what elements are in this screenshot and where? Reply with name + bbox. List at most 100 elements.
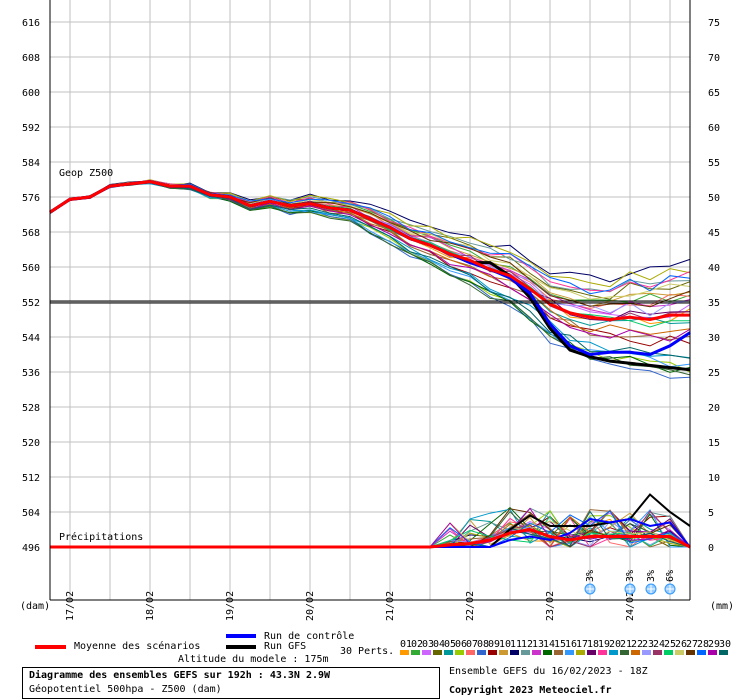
member-number: 01 xyxy=(400,639,412,650)
member-number: 13 xyxy=(532,639,544,650)
member-number: 22 xyxy=(631,639,643,650)
member-z500-line xyxy=(49,181,691,347)
member-number: 02 xyxy=(411,639,423,650)
member-z500-line xyxy=(49,181,691,341)
date-label: 19/02 xyxy=(225,591,236,621)
date-label: 22/02 xyxy=(465,591,476,621)
footer-title: Diagramme des ensembles GEFS sur 192h : … xyxy=(29,670,331,681)
right-tick-label: 50 xyxy=(708,193,720,204)
ensemble-members xyxy=(49,179,691,548)
left-tick-label: 504 xyxy=(22,508,40,519)
member-number: 24 xyxy=(653,639,665,650)
member-swatch xyxy=(587,650,596,655)
date-label: 23/02 xyxy=(545,591,556,621)
member-swatch xyxy=(411,650,420,655)
member-swatch xyxy=(466,650,475,655)
left-axis-unit: (dam) xyxy=(20,601,50,612)
member-z500-line xyxy=(49,180,691,308)
member-number: 07 xyxy=(466,639,478,650)
member-z500-line xyxy=(49,181,691,295)
member-number: 27 xyxy=(686,639,698,650)
member-number: 19 xyxy=(598,639,610,650)
member-swatch xyxy=(653,650,662,655)
precip-label: Précipitations xyxy=(59,531,143,543)
snow-percent-label: 3% xyxy=(625,570,636,582)
right-tick-label: 35 xyxy=(708,298,720,309)
left-tick-label: 512 xyxy=(22,473,40,484)
member-z500-line xyxy=(49,180,691,308)
left-tick-label: 544 xyxy=(22,333,40,344)
altitude-label: Altitude du modele : 175m xyxy=(178,654,329,665)
legend-mean-label: Moyenne des scénarios xyxy=(74,641,201,652)
member-number: 14 xyxy=(543,639,555,650)
member-swatch xyxy=(477,650,486,655)
left-tick-label: 528 xyxy=(22,403,40,414)
member-swatch xyxy=(521,650,530,655)
right-tick-label: 65 xyxy=(708,88,720,99)
member-number: 11 xyxy=(510,639,522,650)
member-number: 10 xyxy=(499,639,511,650)
snow-percent-label: 3% xyxy=(585,570,596,582)
right-tick-label: 10 xyxy=(708,473,720,484)
member-number: 17 xyxy=(576,639,588,650)
left-tick-label: 608 xyxy=(22,53,40,64)
member-swatch xyxy=(422,650,431,655)
member-swatch xyxy=(455,650,464,655)
member-swatch xyxy=(532,650,541,655)
member-number: 28 xyxy=(697,639,709,650)
date-label: 18/02 xyxy=(145,591,156,621)
member-swatch xyxy=(719,650,728,655)
member-number: 06 xyxy=(455,639,467,650)
left-tick-label: 592 xyxy=(22,123,40,134)
left-tick-label: 520 xyxy=(22,438,40,449)
member-number: 09 xyxy=(488,639,500,650)
member-number: 04 xyxy=(433,639,445,650)
member-swatch xyxy=(664,650,673,655)
member-swatch xyxy=(554,650,563,655)
member-number: 25 xyxy=(664,639,676,650)
member-number: 26 xyxy=(675,639,687,650)
right-tick-label: 5 xyxy=(708,508,714,519)
left-tick-label: 560 xyxy=(22,263,40,274)
left-tick-label: 568 xyxy=(22,228,40,239)
mean-z500-line xyxy=(49,180,690,322)
member-swatch xyxy=(433,650,442,655)
member-legend: 0102030405060708091011121314151617181920… xyxy=(400,639,731,655)
member-number: 16 xyxy=(565,639,577,650)
left-tick-label: 576 xyxy=(22,193,40,204)
chart-grid xyxy=(50,0,690,600)
member-swatch xyxy=(576,650,585,655)
right-tick-label: 0 xyxy=(708,543,714,554)
member-swatch xyxy=(444,650,453,655)
member-swatch xyxy=(686,650,695,655)
member-z500-line xyxy=(49,180,691,304)
member-z500-line xyxy=(49,182,691,379)
left-tick-label: 496 xyxy=(22,543,40,554)
perts-label: 30 Perts. xyxy=(340,646,395,657)
member-swatch xyxy=(565,650,574,655)
member-swatch xyxy=(543,650,552,655)
right-tick-label: 55 xyxy=(708,158,720,169)
date-label: 21/02 xyxy=(385,591,396,621)
member-z500-line xyxy=(49,181,691,335)
member-z500-line xyxy=(49,180,691,323)
member-z500-line xyxy=(49,180,691,293)
date-label: 24/02 xyxy=(625,591,636,621)
member-swatch xyxy=(499,650,508,655)
footer-subtitle: Géopotentiel 500hpa - Z500 (dam) xyxy=(29,684,222,695)
member-swatch xyxy=(609,650,618,655)
left-tick-label: 552 xyxy=(22,298,40,309)
date-label: 20/02 xyxy=(305,591,316,621)
member-number: 18 xyxy=(587,639,599,650)
left-tick-label: 600 xyxy=(22,88,40,99)
member-number: 23 xyxy=(642,639,654,650)
member-swatch xyxy=(510,650,519,655)
member-z500-line xyxy=(49,181,691,300)
right-tick-label: 45 xyxy=(708,228,720,239)
ensemble-info: Ensemble GEFS du 16/02/2023 - 18Z xyxy=(449,666,648,677)
legend-control-label: Run de contrôle xyxy=(264,631,355,642)
legend-lines xyxy=(35,634,256,649)
member-number: 08 xyxy=(477,639,489,650)
member-number: 29 xyxy=(708,639,720,650)
